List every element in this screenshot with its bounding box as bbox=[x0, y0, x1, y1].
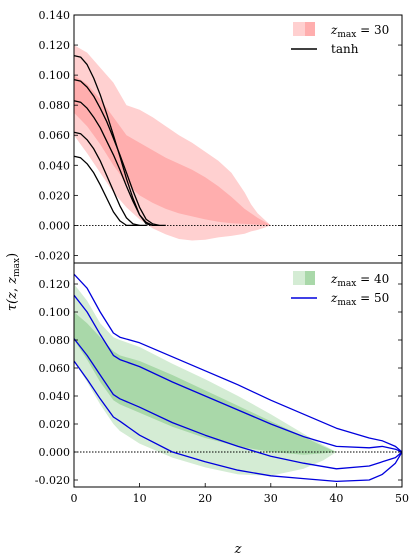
bottom-series-line-0 bbox=[73, 273, 403, 453]
bottom-panel: -0.020 0.000 0.020 0.040 0.060 0.080 0.100 0.12… bbox=[35, 262, 409, 505]
top-y-tick-label: 0.120 bbox=[39, 39, 71, 52]
x-tick-label: 0 bbox=[71, 492, 78, 505]
legend-swatch-zmax30-inner bbox=[305, 22, 315, 36]
top-lines bbox=[73, 54, 402, 227]
bottom-legend: zmax = 40 zmax = 50 bbox=[291, 271, 389, 308]
bottom-axes-frame bbox=[73, 262, 403, 488]
bottom-y-tick-label: -0.020 bbox=[35, 474, 70, 487]
top-series-line-3 bbox=[73, 131, 147, 227]
bottom-y-tick-label: 0.060 bbox=[39, 362, 71, 375]
x-ticks: 0 10 20 30 40 50 bbox=[71, 483, 409, 505]
top-bands bbox=[74, 45, 271, 241]
x-tick-label: 20 bbox=[198, 492, 212, 505]
top-y-ticks: -0.020 0.000 0.020 0.040 0.060 0.080 0.100 0.12… bbox=[35, 9, 402, 262]
top-y-tick-label: 0.040 bbox=[39, 159, 71, 172]
x-tick-label: 50 bbox=[395, 492, 409, 505]
top-y-tick-label: 0.140 bbox=[39, 9, 71, 22]
bottom-y-ticks: -0.020 0.000 0.020 0.040 0.060 0.080 0.100 0.12… bbox=[35, 278, 402, 487]
legend-label-zmax40: zmax = 40 bbox=[330, 272, 389, 289]
top-y-tick-label: 0.060 bbox=[39, 129, 71, 142]
bottom-bands bbox=[74, 284, 337, 476]
x-axis-label: z bbox=[234, 542, 242, 557]
x-tick-label: 10 bbox=[133, 492, 147, 505]
top-series-line-1 bbox=[73, 78, 166, 227]
top-series-line-2 bbox=[73, 100, 160, 227]
legend-swatch-zmax40-inner bbox=[305, 271, 315, 285]
legend-swatch-zmax30-outer bbox=[293, 22, 305, 36]
bottom-band-1 bbox=[74, 312, 337, 455]
top-y-tick-label: 0.020 bbox=[39, 189, 71, 202]
bottom-lines bbox=[73, 273, 403, 483]
bottom-y-tick-label: 0.100 bbox=[39, 306, 71, 319]
bottom-series-line-2 bbox=[73, 338, 403, 470]
legend-label-tanh: tanh bbox=[331, 42, 359, 56]
legend-label-zmax30: zmax = 30 bbox=[330, 23, 389, 40]
x-tick-label: 30 bbox=[264, 492, 278, 505]
bottom-y-tick-label: 0.120 bbox=[39, 278, 71, 291]
y-axis-label: τ(z, zmax) bbox=[5, 253, 22, 311]
legend-label-zmax50: zmax = 50 bbox=[330, 291, 389, 308]
top-band-1 bbox=[74, 75, 271, 226]
bottom-y-tick-label: 0.020 bbox=[39, 418, 71, 431]
top-y-tick-label: 0.000 bbox=[39, 219, 71, 232]
top-panel: -0.020 0.000 0.020 0.040 0.060 0.080 0.100 0.12… bbox=[35, 9, 403, 264]
top-series-line-4 bbox=[73, 155, 140, 227]
bottom-y-tick-label: 0.000 bbox=[39, 446, 71, 459]
bottom-series-line-1 bbox=[73, 294, 403, 453]
x-tick-label: 40 bbox=[329, 492, 343, 505]
top-y-tick-label: 0.100 bbox=[39, 69, 71, 82]
top-y-tick-label: 0.080 bbox=[39, 99, 71, 112]
bottom-y-tick-label: 0.040 bbox=[39, 390, 71, 403]
bottom-series-line-3 bbox=[73, 360, 403, 483]
bottom-y-tick-label: 0.080 bbox=[39, 334, 71, 347]
legend-swatch-zmax40-outer bbox=[293, 271, 305, 285]
top-legend: zmax = 30 tanh bbox=[291, 22, 389, 56]
top-y-tick-label: -0.020 bbox=[35, 249, 70, 262]
